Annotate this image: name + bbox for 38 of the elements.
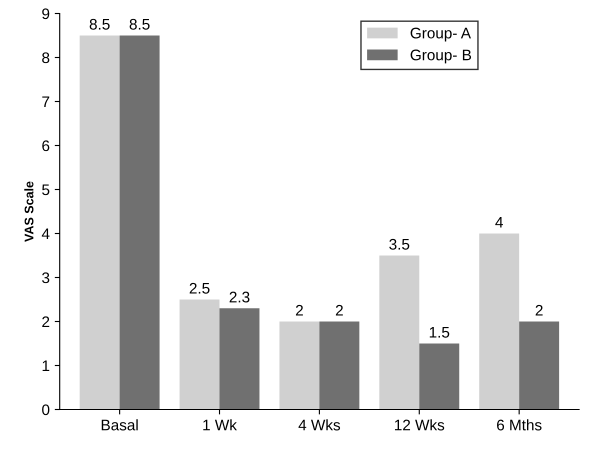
y-tick-label: 1: [42, 360, 50, 372]
legend-label: Group- A: [410, 28, 471, 42]
bar: [279, 322, 320, 410]
bar: [80, 36, 120, 410]
bar: [319, 322, 360, 410]
x-tick-label: 6 Mths: [497, 419, 542, 430]
x-tick-label: 1 Wk: [203, 419, 237, 430]
data-label: 2.5: [190, 282, 210, 294]
y-tick-label: 2: [42, 316, 50, 328]
y-tick-label: 0: [42, 404, 50, 416]
data-label: 2: [296, 304, 303, 316]
bar: [220, 308, 260, 410]
x-tick-label: Basal: [102, 419, 138, 430]
bar: [120, 36, 160, 410]
y-tick-label: 4: [42, 228, 50, 240]
legend-label: Group- B: [410, 50, 472, 64]
bar: [519, 322, 560, 410]
y-axis-title: VAS Scale: [24, 181, 34, 242]
x-tick-label: 4 Wks: [298, 419, 340, 430]
y-tick-label: 3: [42, 272, 50, 284]
data-label: 3.5: [389, 238, 410, 250]
data-label: 8.5: [130, 18, 150, 30]
y-tick-label: 9: [42, 8, 50, 20]
bar: [479, 234, 520, 410]
x-tick-label: 12 Wks: [394, 419, 444, 430]
bar: [379, 256, 420, 410]
y-tick-label: 7: [42, 96, 50, 108]
y-tick-label: 6: [42, 140, 50, 152]
bar: [180, 300, 220, 410]
data-label: 4: [495, 217, 503, 228]
y-tick-label: 8: [42, 52, 50, 64]
data-label: 2: [336, 304, 343, 316]
y-tick-label: 5: [42, 184, 50, 196]
data-label: 1.5: [430, 327, 450, 338]
data-label: 2.3: [230, 292, 250, 302]
data-label: 8.5: [90, 18, 110, 30]
data-label: 2: [536, 304, 543, 316]
bar: [419, 344, 460, 410]
